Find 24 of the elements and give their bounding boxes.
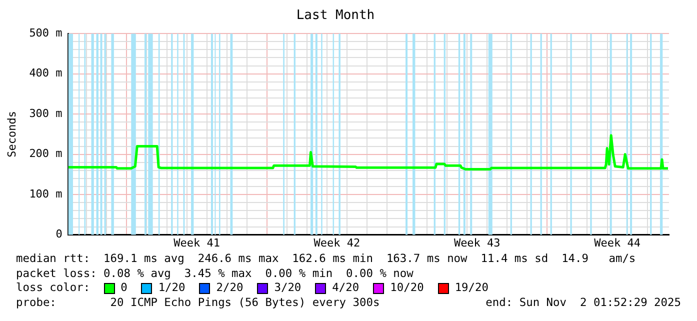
text: probe: 20 ICMP Echo Pings (56 Bytes) every 300s [16,296,380,310]
x-tick-label: Week 42 [314,236,360,250]
legend-label: 2/20 [216,281,244,296]
y-tick-label: 0 [56,228,62,241]
legend-label: 4/20 [332,281,360,296]
legend-title: loss color: [16,281,92,296]
chart-title: Last Month [296,8,375,24]
text: packet loss: 0.08 % avg 3.45 % max 0.00 % min 0.00 % now [16,266,414,280]
x-tick-label: Week 44 [594,236,641,250]
legend-label: 10/20 [390,281,424,296]
y-tick-label: 100 m [29,187,63,200]
text: end: Sun Nov 2 01:52:29 2025 [486,296,681,310]
legend-label: 1/20 [158,281,186,296]
text: median rtt: 169.1 ms avg 246.6 ms max 162.6 ms min 163.7 ms now 11.4 ms sd 14.9 am/s [16,252,636,265]
y-tick-label: 500 m [29,26,63,40]
x-tick-label: Week 41 [174,236,220,250]
legend-label: 0 [120,281,128,296]
y-tick-label: 200 m [29,147,63,160]
legend-label: 3/20 [274,281,302,296]
legend-label: 19/20 [454,281,488,296]
y-tick-label: 400 m [29,66,63,80]
y-tick-label: 300 m [29,106,63,120]
y-axis-title: Seconds [5,111,18,158]
x-tick-label: Week 43 [454,236,500,250]
